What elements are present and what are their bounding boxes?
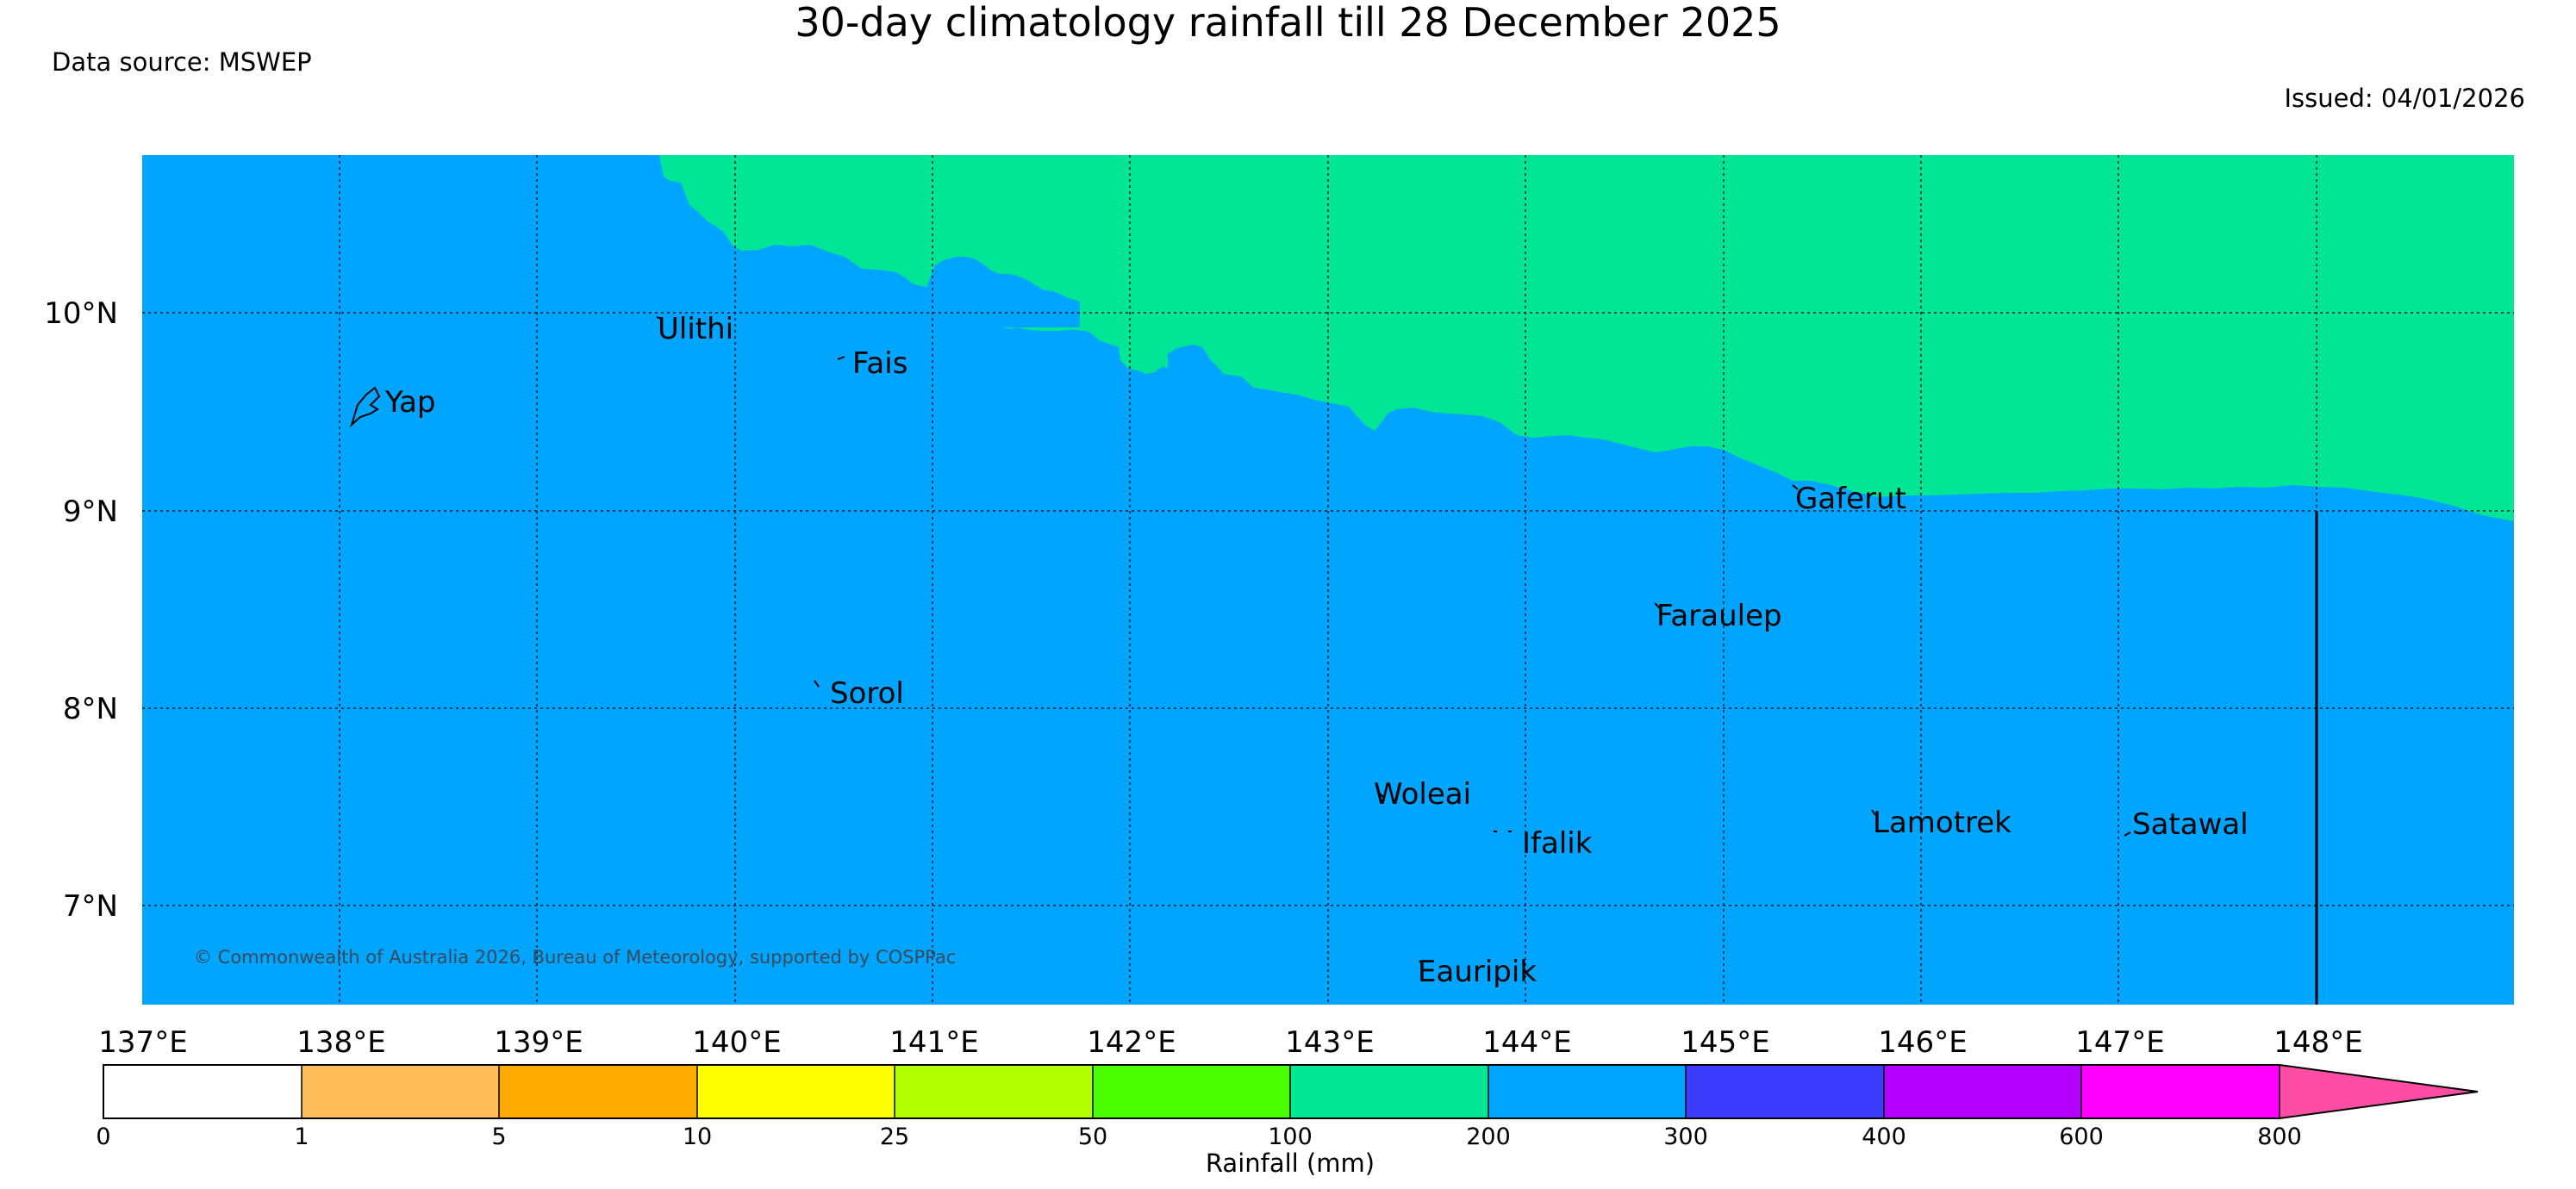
lat-label-8n: 8°N [63,692,118,726]
lat-label-7n: 7°N [63,889,118,924]
lat-label-9n: 9°N [63,495,118,529]
island-outlines [349,316,2131,966]
place-label-woleai: Woleai [1374,777,1471,812]
lon-label-142e: 142°E [1087,1025,1176,1060]
colorbar-tick-1: 1 [294,1124,309,1150]
lon-label-143e: 143°E [1285,1025,1374,1060]
issued-date: Issued: 04/01/2026 [2284,84,2525,113]
place-label-fais: Fais [852,346,908,381]
place-label-ulithi: Ulithi [658,312,733,346]
colorbar-tick-100: 100 [1268,1124,1313,1150]
lon-label-146e: 146°E [1878,1025,1967,1060]
colorbar-tick-10: 10 [683,1124,712,1150]
place-label-eauripik: Eauripik [1418,955,1537,989]
lon-label-139e: 139°E [494,1025,583,1060]
lat-label-10n: 10°N [44,296,118,331]
colorbar-segment-10 [2081,1065,2280,1118]
colorbar-segment-5 [1093,1065,1290,1118]
colorbar-tick-0: 0 [96,1124,110,1150]
place-label-satawal: Satawal [2132,807,2249,842]
lon-label-138e: 138°E [296,1025,385,1060]
lon-label-137e: 137°E [98,1025,187,1060]
colorbar-tick-25: 25 [880,1124,909,1150]
colorbar-dividers [301,1065,2280,1118]
colorbar-segment-7 [1488,1065,1686,1118]
colorbar-tick-50: 50 [1078,1124,1107,1150]
colorbar-segment-8 [1686,1065,1884,1118]
colorbar-tick-400: 400 [1862,1124,1906,1150]
colorbar-tick-200: 200 [1466,1124,1511,1150]
lon-label-141e: 141°E [889,1025,978,1060]
map-title: 30-day climatology rainfall till 28 Dece… [795,0,1781,46]
colorbar-segment-9 [1884,1065,2081,1118]
colorbar-tick-5: 5 [491,1124,506,1150]
place-label-lamotrek: Lamotrek [1873,806,2012,840]
colorbar-segment-6 [1290,1065,1488,1118]
colorbar-segment-2 [499,1065,697,1118]
lon-label-144e: 144°E [1482,1025,1571,1060]
colorbar-outline [103,1064,2479,1119]
colorbar-segment-4 [895,1065,1093,1118]
place-label-yap: Yap [384,385,436,420]
lon-label-140e: 140°E [692,1025,781,1060]
copyright-notice: © Commonwealth of Australia 2026, Bureau… [194,947,956,968]
data-source: Data source: MSWEP [52,47,312,77]
colorbar-tick-600: 600 [2059,1124,2104,1150]
place-label-faraulep: Faraulep [1656,599,1782,633]
colorbar-tick-800: 800 [2257,1124,2302,1150]
lon-label-147e: 147°E [2075,1025,2164,1060]
colorbar-segment-1 [302,1065,499,1118]
map-panel: Ulithi Fais Yap Gaferut Faraulep Sorol W… [142,155,2514,1005]
colorbar-label: Rainfall (mm) [1206,1149,1375,1178]
place-label-gaferut: Gaferut [1795,482,1906,516]
colorbar: 0 1 5 10 25 50 100 200 300 400 600 800 R… [96,1064,2479,1178]
rainfall-100-200-region [659,155,2514,521]
lon-label-145e: 145°E [1681,1025,1769,1060]
colorbar-extend-arrow [2280,1065,2478,1118]
place-label-ifalik: Ifalik [1522,826,1593,861]
colorbar-segment-3 [697,1065,895,1118]
colorbar-segment-0 [103,1065,302,1118]
lon-label-148e: 148°E [2273,1025,2362,1060]
colorbar-tick-300: 300 [1663,1124,1708,1150]
place-label-sorol: Sorol [830,676,904,711]
